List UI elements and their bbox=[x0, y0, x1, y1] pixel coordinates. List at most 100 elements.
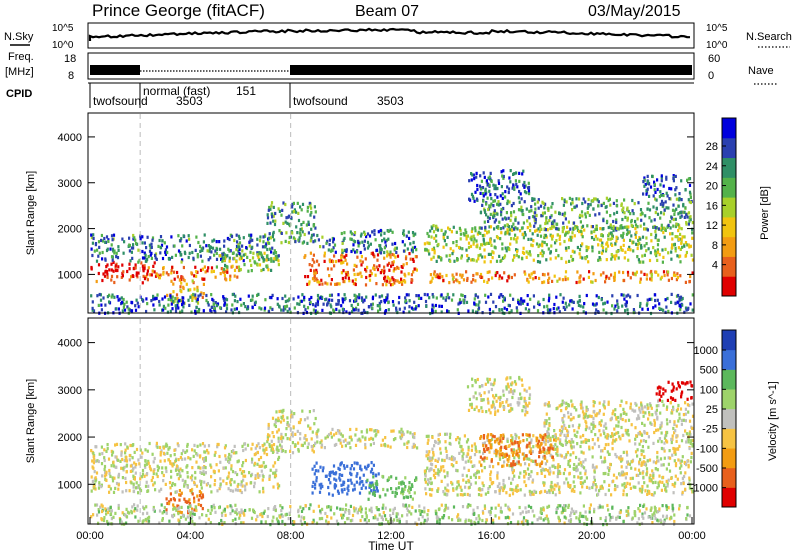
heat-cell bbox=[600, 244, 603, 248]
heat-cell bbox=[632, 272, 635, 276]
heat-cell bbox=[492, 183, 495, 187]
heat-cell bbox=[250, 460, 254, 464]
heat-cell bbox=[667, 309, 670, 313]
heat-cell bbox=[522, 183, 525, 187]
colorbar-tick-label: 24 bbox=[706, 161, 718, 173]
heat-cell bbox=[326, 239, 329, 243]
heat-cell bbox=[458, 437, 461, 441]
heat-cell bbox=[356, 438, 359, 442]
heat-cell bbox=[289, 310, 292, 314]
heat-cell bbox=[413, 245, 417, 249]
heat-cell bbox=[272, 443, 276, 447]
heat-cell bbox=[241, 249, 244, 253]
heat-cell bbox=[581, 256, 584, 260]
heat-cell bbox=[228, 237, 231, 242]
heat-cell bbox=[383, 442, 387, 447]
heat-cell bbox=[215, 257, 219, 261]
heat-cell bbox=[528, 489, 531, 493]
heat-cell bbox=[553, 274, 556, 278]
heat-cell bbox=[178, 489, 181, 493]
heat-cell bbox=[512, 172, 515, 176]
heat-cell bbox=[511, 438, 514, 442]
heat-cell bbox=[258, 446, 261, 450]
heat-cell bbox=[556, 447, 559, 451]
heat-cell bbox=[656, 187, 659, 192]
heat-cell bbox=[287, 240, 290, 245]
heat-cell bbox=[202, 246, 205, 250]
heat-cell bbox=[113, 280, 116, 285]
heat-cell bbox=[214, 249, 217, 253]
heat-cell bbox=[317, 297, 320, 301]
heat-cell bbox=[427, 234, 430, 238]
power-heatmap bbox=[90, 114, 694, 316]
heat-cell bbox=[582, 197, 585, 201]
heat-cell bbox=[129, 309, 132, 313]
heat-cell bbox=[341, 298, 344, 302]
heat-cell bbox=[112, 233, 116, 237]
heat-cell bbox=[134, 308, 138, 312]
heat-cell bbox=[593, 197, 596, 201]
heat-cell bbox=[557, 227, 560, 231]
heat-cell bbox=[474, 303, 477, 307]
heat-cell bbox=[483, 459, 486, 463]
heat-cell bbox=[432, 272, 436, 276]
heat-cell bbox=[100, 233, 103, 238]
heat-cell bbox=[128, 453, 131, 458]
heat-cell bbox=[344, 438, 347, 442]
heat-cell bbox=[534, 207, 537, 211]
heat-cell bbox=[660, 211, 663, 215]
heat-cell bbox=[391, 490, 394, 494]
heat-cell bbox=[94, 242, 98, 246]
heat-cell bbox=[306, 416, 309, 420]
heat-cell bbox=[594, 466, 597, 470]
heat-cell bbox=[99, 293, 102, 297]
heat-cell bbox=[293, 208, 296, 212]
heat-cell bbox=[223, 267, 226, 271]
heat-cell bbox=[486, 231, 489, 235]
heat-cell bbox=[203, 472, 206, 476]
heat-cell bbox=[227, 456, 230, 460]
heat-cell bbox=[204, 466, 207, 470]
heat-cell bbox=[615, 254, 618, 258]
heat-cell bbox=[572, 451, 575, 455]
heat-cell bbox=[632, 485, 635, 489]
heat-cell bbox=[177, 469, 181, 473]
heat-cell bbox=[655, 270, 658, 274]
heat-cell bbox=[643, 455, 646, 459]
heat-cell bbox=[608, 232, 611, 236]
heat-cell bbox=[435, 234, 438, 238]
heat-cell bbox=[364, 446, 367, 450]
heat-cell bbox=[691, 444, 694, 448]
heat-cell bbox=[671, 483, 674, 487]
heat-cell bbox=[207, 266, 210, 270]
heat-cell bbox=[462, 298, 465, 302]
heat-cell bbox=[343, 487, 346, 491]
heat-cell bbox=[470, 229, 473, 233]
heat-cell bbox=[189, 457, 192, 461]
heat-cell bbox=[327, 478, 331, 482]
heat-cell bbox=[263, 258, 266, 262]
heat-cell bbox=[580, 233, 583, 237]
heat-cell bbox=[181, 244, 184, 248]
heat-cell bbox=[672, 491, 675, 495]
heat-cell bbox=[271, 234, 274, 238]
heat-cell bbox=[432, 230, 436, 234]
heat-cell bbox=[171, 265, 174, 269]
heat-cell bbox=[365, 295, 368, 299]
heat-cell bbox=[310, 236, 313, 240]
heat-cell bbox=[359, 234, 363, 238]
heat-cell bbox=[658, 480, 661, 484]
heat-cell bbox=[308, 263, 311, 267]
heat-cell bbox=[537, 227, 540, 231]
heat-cell bbox=[330, 435, 333, 439]
heat-cell bbox=[291, 434, 294, 438]
heat-cell bbox=[188, 251, 191, 255]
heat-cell bbox=[132, 246, 135, 250]
heat-cell bbox=[290, 215, 293, 220]
heat-cell bbox=[156, 464, 159, 468]
heat-cell bbox=[144, 253, 147, 257]
heat-cell bbox=[272, 471, 275, 475]
heat-cell bbox=[572, 221, 576, 225]
heat-cell bbox=[177, 249, 181, 253]
heat-cell bbox=[564, 270, 568, 274]
